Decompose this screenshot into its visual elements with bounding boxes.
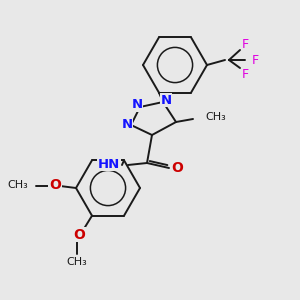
Text: CH₃: CH₃ bbox=[67, 257, 87, 267]
Text: F: F bbox=[242, 38, 249, 50]
Text: O: O bbox=[49, 178, 61, 192]
Text: N: N bbox=[122, 118, 133, 131]
Text: F: F bbox=[242, 68, 249, 80]
Text: N: N bbox=[131, 98, 142, 112]
Text: CH₃: CH₃ bbox=[205, 112, 226, 122]
Text: CH₃: CH₃ bbox=[7, 180, 28, 190]
Text: HN: HN bbox=[98, 158, 120, 170]
Text: O: O bbox=[171, 161, 183, 175]
Text: O: O bbox=[73, 228, 85, 242]
Text: F: F bbox=[251, 53, 259, 67]
Text: N: N bbox=[160, 94, 172, 106]
